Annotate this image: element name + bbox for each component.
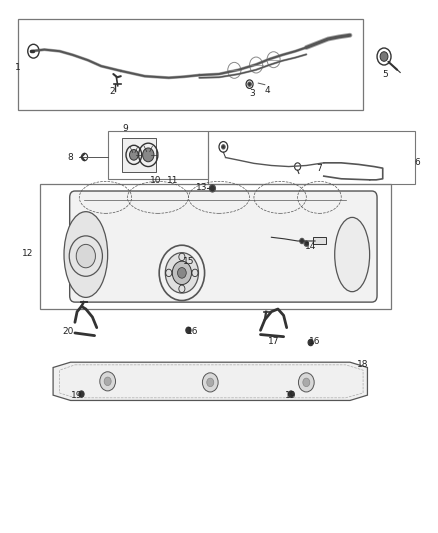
Text: 4: 4	[264, 85, 270, 94]
Circle shape	[288, 391, 293, 397]
Circle shape	[298, 373, 314, 392]
Circle shape	[308, 340, 313, 346]
Circle shape	[380, 52, 388, 61]
Text: 19: 19	[71, 391, 83, 400]
Circle shape	[104, 377, 111, 385]
Circle shape	[165, 253, 198, 293]
Bar	[40, 184, 392, 309]
Ellipse shape	[64, 212, 108, 297]
Ellipse shape	[335, 217, 370, 292]
Text: 17: 17	[268, 337, 279, 346]
Circle shape	[79, 391, 84, 397]
Text: 1: 1	[15, 63, 21, 71]
Polygon shape	[53, 362, 367, 400]
Text: 18: 18	[357, 360, 369, 369]
Text: 12: 12	[22, 249, 33, 258]
FancyBboxPatch shape	[70, 191, 377, 302]
Bar	[313, 237, 326, 244]
Text: 13: 13	[196, 183, 207, 192]
Circle shape	[202, 373, 218, 392]
Circle shape	[222, 145, 225, 149]
Circle shape	[130, 150, 138, 160]
Bar	[108, 131, 208, 179]
Text: 16: 16	[309, 337, 321, 346]
Text: 14: 14	[305, 242, 316, 251]
Text: 16: 16	[187, 327, 198, 336]
Circle shape	[300, 238, 304, 244]
Text: 3: 3	[249, 89, 254, 98]
Bar	[122, 138, 155, 172]
Circle shape	[186, 327, 191, 334]
Text: 20: 20	[63, 327, 74, 336]
Circle shape	[143, 148, 154, 162]
Text: 6: 6	[415, 158, 420, 167]
Text: 10: 10	[150, 176, 162, 185]
Bar	[208, 131, 416, 184]
Circle shape	[303, 378, 310, 386]
Text: 2: 2	[109, 86, 115, 95]
Text: 9: 9	[122, 124, 128, 133]
Circle shape	[304, 241, 308, 246]
Circle shape	[177, 268, 186, 278]
Text: 15: 15	[183, 257, 194, 265]
Text: 19: 19	[285, 391, 297, 400]
Circle shape	[100, 372, 116, 391]
Text: 5: 5	[382, 70, 388, 78]
Circle shape	[209, 184, 215, 192]
Circle shape	[248, 82, 251, 86]
Text: 11: 11	[167, 176, 179, 185]
Bar	[18, 19, 363, 110]
Text: 8: 8	[68, 153, 74, 162]
Text: 7: 7	[317, 164, 322, 173]
Circle shape	[207, 378, 214, 386]
Circle shape	[76, 245, 95, 268]
Circle shape	[172, 261, 191, 285]
